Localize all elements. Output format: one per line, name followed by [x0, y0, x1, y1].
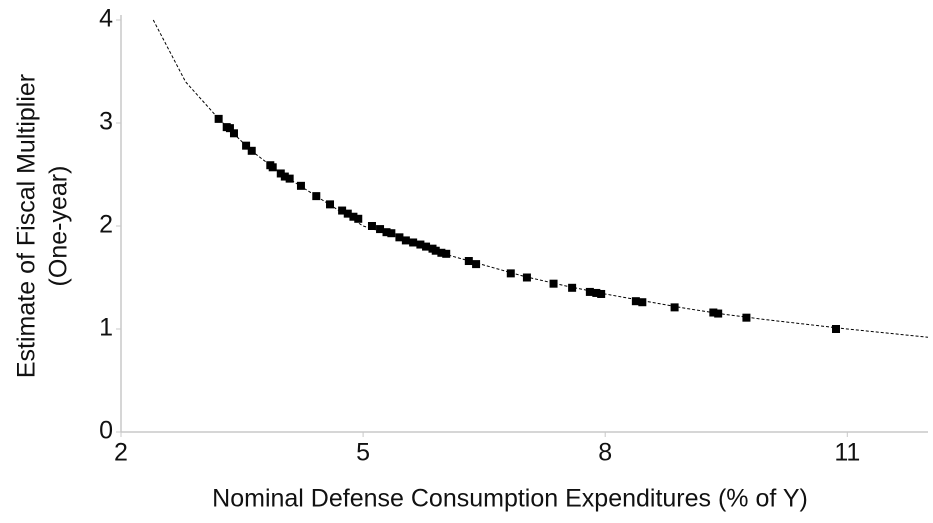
point	[422, 242, 431, 251]
y-tick-label: 4	[99, 5, 113, 33]
y-tick-label: 0	[99, 417, 113, 445]
point	[225, 124, 234, 133]
point	[382, 228, 391, 237]
point	[472, 260, 481, 269]
point	[387, 229, 396, 238]
point	[354, 214, 363, 223]
point	[464, 257, 473, 266]
point	[585, 287, 594, 296]
point	[631, 297, 640, 306]
x-tick-label: 2	[114, 439, 128, 467]
point	[638, 298, 647, 307]
fit-line	[152, 19, 929, 338]
point	[242, 141, 251, 150]
point	[285, 174, 294, 183]
point	[343, 209, 352, 218]
point	[276, 169, 285, 178]
point	[522, 273, 531, 282]
y-tick-label: 2	[99, 211, 113, 239]
point	[442, 249, 451, 258]
point	[416, 240, 425, 249]
y-tick-label: 3	[99, 108, 113, 136]
point	[349, 212, 358, 221]
point	[437, 248, 446, 257]
point	[592, 288, 601, 297]
point	[214, 114, 223, 123]
point	[395, 233, 404, 242]
y-axis-label: (One-year)	[45, 166, 73, 287]
point	[312, 192, 321, 201]
point	[296, 181, 305, 190]
y-tick-label: 1	[99, 314, 113, 342]
point	[506, 269, 515, 278]
point	[431, 246, 440, 255]
point	[401, 236, 410, 245]
point	[832, 325, 841, 333]
point	[326, 200, 335, 209]
point	[376, 225, 385, 234]
point	[409, 238, 418, 247]
point	[280, 172, 289, 181]
point	[742, 313, 751, 322]
x-axis-label: Nominal Defense Consumption Expenditures…	[212, 485, 808, 513]
point	[229, 129, 238, 138]
point	[568, 283, 577, 292]
point	[338, 206, 347, 215]
point	[268, 163, 277, 172]
y-axis-label: Estimate of Fiscal Multiplier	[13, 74, 41, 378]
point	[714, 309, 723, 318]
point	[597, 289, 606, 298]
point	[670, 303, 679, 312]
x-tick-label: 8	[598, 439, 612, 467]
x-tick-label: 5	[356, 439, 370, 467]
point	[549, 279, 558, 288]
point	[247, 146, 256, 155]
point	[709, 308, 718, 317]
x-tick-label: 11	[834, 439, 860, 467]
point	[367, 222, 376, 230]
